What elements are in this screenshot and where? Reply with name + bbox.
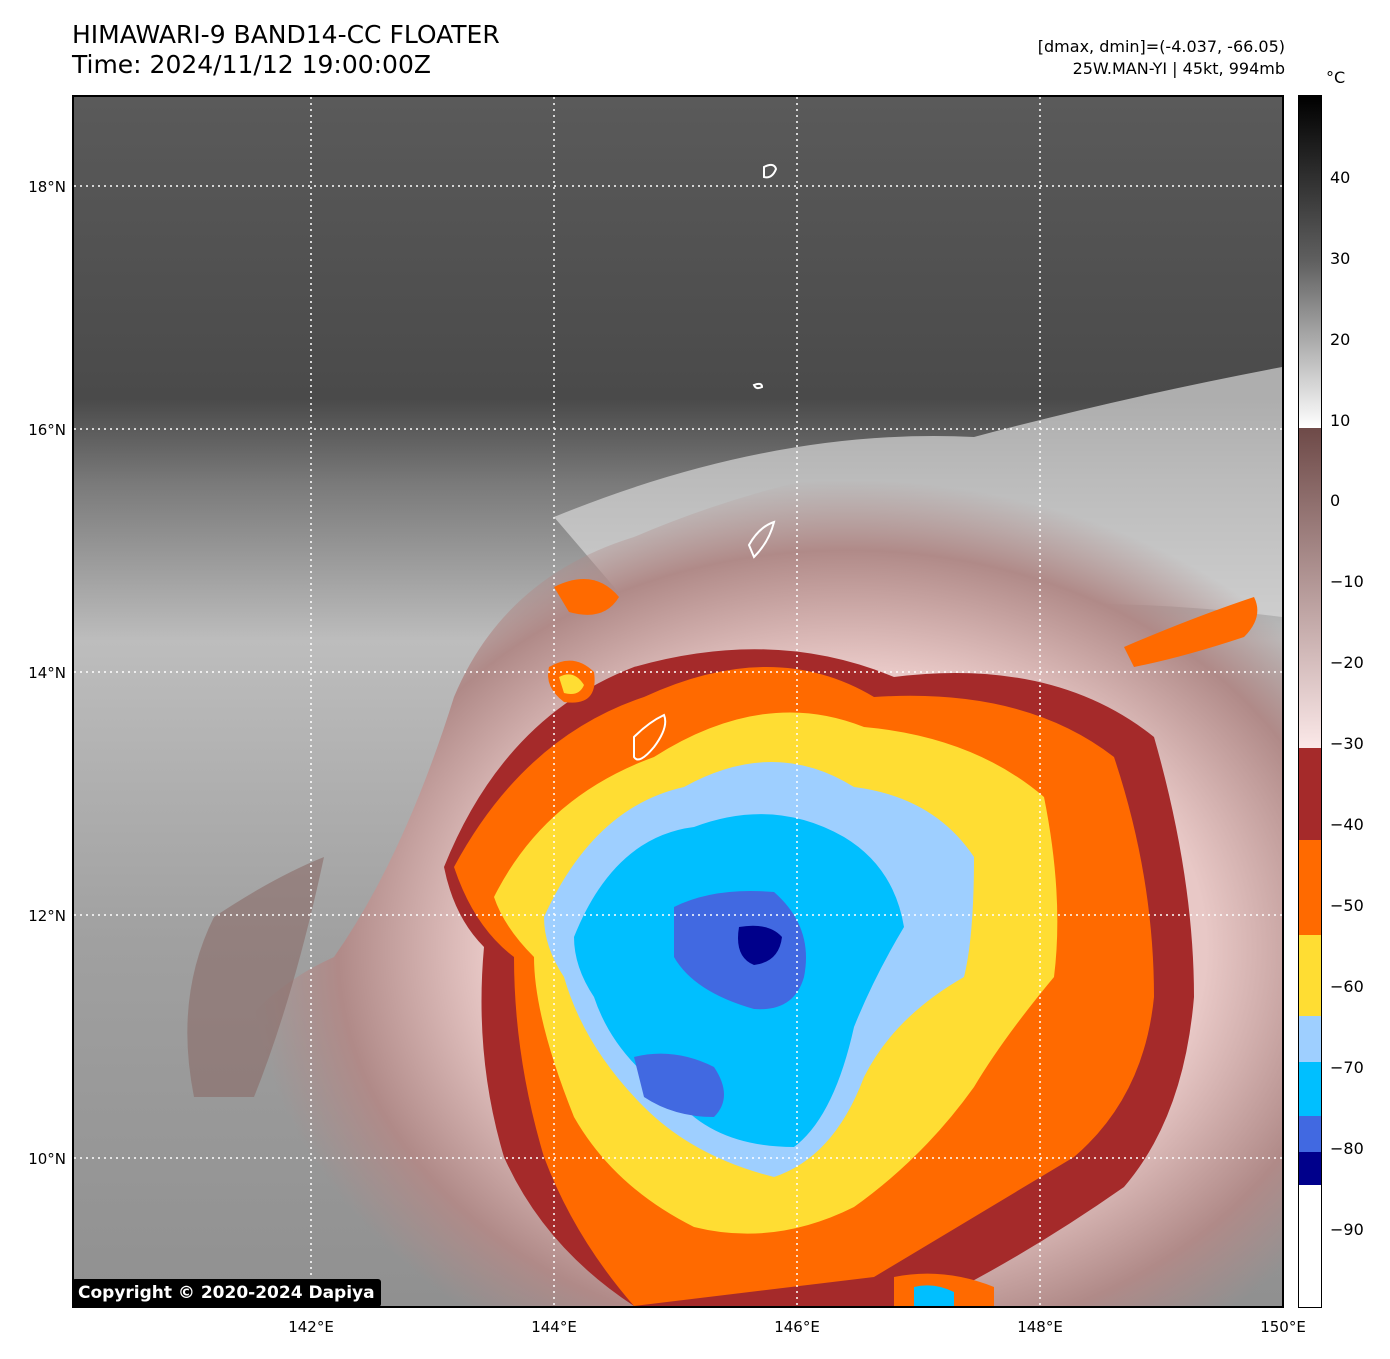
storm-info: [dmax, dmin]=(-4.037, -66.05) 25W.MAN-YI… <box>1038 36 1285 80</box>
colorbar-tick: 0 <box>1330 491 1341 510</box>
figure-title: HIMAWARI-9 BAND14-CC FLOATER Time: 2024/… <box>72 20 500 80</box>
dmax-dmin-text: [dmax, dmin]=(-4.037, -66.05) <box>1037 37 1285 56</box>
satellite-map <box>72 95 1284 1308</box>
colorbar-tick: 30 <box>1330 249 1351 268</box>
lon-label: 146°E <box>774 1318 820 1336</box>
colorbar-tick: −10 <box>1330 572 1364 591</box>
lon-label: 142°E <box>288 1318 334 1336</box>
colorbar-tick: 10 <box>1330 411 1351 430</box>
title-line-2: Time: 2024/11/12 19:00:00Z <box>72 50 431 79</box>
lat-label: 18°N <box>28 178 66 196</box>
colorbar-scale <box>1299 96 1321 1307</box>
title-line-1: HIMAWARI-9 BAND14-CC FLOATER <box>72 20 500 49</box>
storm-name-text: 25W.MAN-YI | 45kt, 994mb <box>1072 59 1285 78</box>
colorbar-tick: −40 <box>1330 815 1364 834</box>
lon-label: 144°E <box>531 1318 577 1336</box>
lat-label: 12°N <box>28 907 66 925</box>
colorbar <box>1298 95 1322 1308</box>
lat-label: 16°N <box>28 421 66 439</box>
colorbar-tick: −20 <box>1330 653 1364 672</box>
lon-label: 148°E <box>1017 1318 1063 1336</box>
colorbar-tick: 20 <box>1330 330 1351 349</box>
colorbar-tick: −50 <box>1330 896 1364 915</box>
colorbar-tick: 40 <box>1330 168 1351 187</box>
lat-label: 14°N <box>28 664 66 682</box>
lon-label: 150°E <box>1260 1318 1306 1336</box>
colorbar-unit: °C <box>1326 68 1346 87</box>
satellite-image <box>74 97 1282 1306</box>
copyright-label: Copyright © 2020-2024 Dapiya <box>72 1279 381 1307</box>
colorbar-tick: −80 <box>1330 1139 1364 1158</box>
colorbar-tick: −70 <box>1330 1058 1364 1077</box>
colorbar-tick: −60 <box>1330 977 1364 996</box>
colorbar-tick: −30 <box>1330 734 1364 753</box>
lat-label: 10°N <box>28 1150 66 1168</box>
colorbar-tick: −90 <box>1330 1220 1364 1239</box>
